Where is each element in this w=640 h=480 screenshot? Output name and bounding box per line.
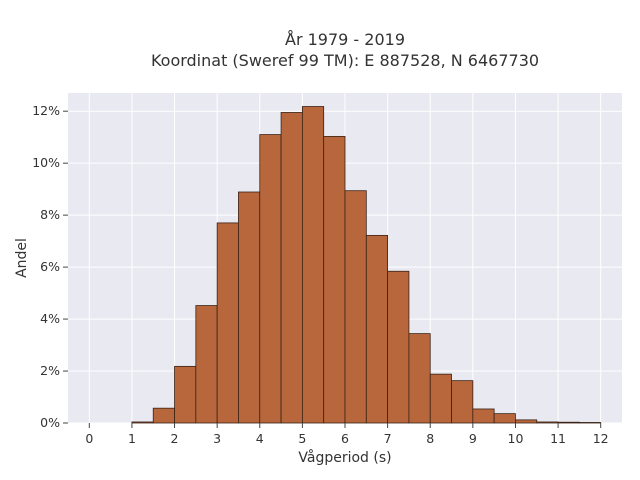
histogram-bar [578, 422, 602, 424]
chart-title-line-2: Koordinat (Sweref 99 TM): E 887528, N 64… [151, 51, 539, 70]
x-tick-label: 6 [341, 431, 349, 446]
x-tick-label: 8 [426, 431, 434, 446]
x-tick-label: 12 [593, 431, 609, 446]
chart-title-line-1: År 1979 - 2019 [285, 30, 405, 49]
histogram-bar [344, 190, 367, 424]
histogram-bars [131, 106, 602, 424]
y-axis-label: Andel [14, 238, 30, 278]
x-tick-label: 5 [298, 431, 306, 446]
histogram-bar [557, 421, 580, 424]
y-axis-ticks: 0% 2% 4% 6% 8% 10% 12% [32, 103, 68, 430]
y-tick-label: 4% [40, 311, 60, 326]
histogram-bar [152, 407, 175, 424]
x-tick-label: 9 [469, 431, 477, 446]
x-tick-label: 0 [85, 431, 93, 446]
histogram-bar [515, 419, 538, 424]
x-axis-ticks: 0 1 2 3 4 5 6 7 8 9 10 11 12 [85, 423, 609, 446]
y-tick-label: 10% [32, 155, 60, 170]
histogram-bar [429, 373, 452, 424]
histogram-bar [493, 413, 516, 424]
histogram-bar [472, 408, 495, 424]
histogram-bar [174, 365, 197, 424]
y-tick-label: 8% [40, 207, 60, 222]
y-tick-label: 6% [40, 259, 60, 274]
histogram-bar [259, 134, 282, 424]
y-tick-label: 12% [32, 103, 60, 118]
x-tick-label: 11 [550, 431, 566, 446]
y-tick-label: 0% [40, 415, 60, 430]
histogram-bar [323, 135, 346, 424]
histogram-bar [238, 191, 261, 424]
histogram-bar [195, 305, 218, 424]
histogram-bar [408, 333, 431, 424]
x-tick-label: 10 [508, 431, 524, 446]
x-tick-label: 3 [213, 431, 221, 446]
y-tick-label: 2% [40, 363, 60, 378]
x-axis-label: Vågperiod (s) [298, 449, 391, 466]
histogram-bar [451, 380, 474, 424]
histogram-bar [365, 234, 389, 424]
histogram-bar [387, 270, 410, 424]
x-tick-label: 7 [384, 431, 392, 446]
x-tick-label: 4 [256, 431, 264, 446]
histogram-bar [280, 112, 303, 424]
histogram-bar [131, 421, 154, 424]
histogram-bar [301, 106, 325, 424]
x-tick-label: 2 [171, 431, 179, 446]
x-tick-label: 1 [128, 431, 136, 446]
histogram-bar [216, 222, 239, 424]
histogram-bar [536, 421, 559, 424]
